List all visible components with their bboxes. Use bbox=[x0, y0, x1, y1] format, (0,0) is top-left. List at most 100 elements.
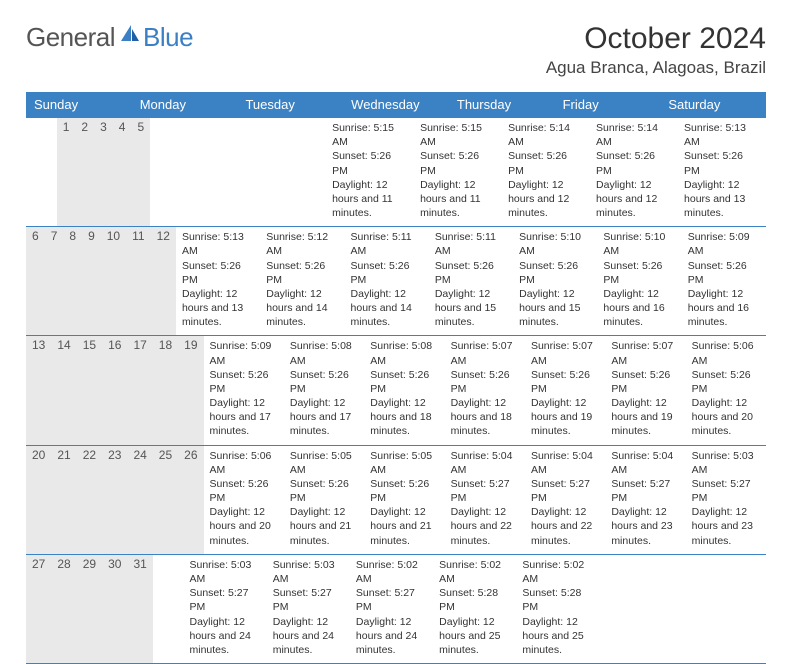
day-number: 7 bbox=[45, 227, 64, 335]
day-details: Sunrise: 5:02 AMSunset: 5:28 PMDaylight:… bbox=[433, 555, 516, 663]
day-details: Sunrise: 5:09 AMSunset: 5:26 PMDaylight:… bbox=[204, 336, 284, 444]
day-details: Sunrise: 5:07 AMSunset: 5:26 PMDaylight:… bbox=[525, 336, 605, 444]
month-title: October 2024 bbox=[546, 22, 766, 56]
calendar-week: 20212223242526Sunrise: 5:06 AMSunset: 5:… bbox=[26, 446, 766, 555]
calendar-cell: Sunrise: 5:13 AMSunset: 5:26 PMDaylight:… bbox=[678, 118, 766, 226]
day-of-week-header: Wednesday bbox=[343, 92, 449, 117]
day-number: 23 bbox=[102, 446, 127, 554]
calendar-cell bbox=[600, 555, 683, 663]
calendar-cell: Sunrise: 5:04 AMSunset: 5:27 PMDaylight:… bbox=[445, 446, 525, 554]
logo: General Blue bbox=[26, 22, 193, 53]
day-number: 4 bbox=[113, 118, 132, 226]
day-number: 30 bbox=[102, 555, 127, 663]
calendar-cell bbox=[150, 118, 238, 226]
calendar-cell: Sunrise: 5:13 AMSunset: 5:26 PMDaylight:… bbox=[176, 227, 260, 335]
day-details: Sunrise: 5:03 AMSunset: 5:27 PMDaylight:… bbox=[267, 555, 350, 663]
calendar-week: 6789101112Sunrise: 5:13 AMSunset: 5:26 P… bbox=[26, 227, 766, 336]
day-number: 22 bbox=[77, 446, 102, 554]
day-details: Sunrise: 5:05 AMSunset: 5:26 PMDaylight:… bbox=[364, 446, 444, 554]
calendar-cell: Sunrise: 5:15 AMSunset: 5:26 PMDaylight:… bbox=[414, 118, 502, 226]
calendar-cell: Sunrise: 5:04 AMSunset: 5:27 PMDaylight:… bbox=[525, 446, 605, 554]
day-number: 3 bbox=[94, 118, 113, 226]
day-number: 28 bbox=[51, 555, 76, 663]
calendar-cell: Sunrise: 5:14 AMSunset: 5:26 PMDaylight:… bbox=[502, 118, 590, 226]
calendar-cell: Sunrise: 5:06 AMSunset: 5:26 PMDaylight:… bbox=[686, 336, 766, 444]
day-details: Sunrise: 5:06 AMSunset: 5:26 PMDaylight:… bbox=[204, 446, 284, 554]
day-of-week-header: Sunday bbox=[26, 92, 132, 117]
day-details: Sunrise: 5:05 AMSunset: 5:26 PMDaylight:… bbox=[284, 446, 364, 554]
day-details: Sunrise: 5:04 AMSunset: 5:27 PMDaylight:… bbox=[525, 446, 605, 554]
calendar-cell: Sunrise: 5:02 AMSunset: 5:27 PMDaylight:… bbox=[350, 555, 433, 663]
day-number: 11 bbox=[126, 227, 150, 335]
calendar-cell: Sunrise: 5:05 AMSunset: 5:26 PMDaylight:… bbox=[284, 446, 364, 554]
calendar-week: 2728293031 Sunrise: 5:03 AMSunset: 5:27 … bbox=[26, 555, 766, 664]
day-details: Sunrise: 5:14 AMSunset: 5:26 PMDaylight:… bbox=[590, 118, 678, 226]
calendar-week: 12345Sunrise: 5:15 AMSunset: 5:26 PMDayl… bbox=[26, 117, 766, 227]
day-number: 16 bbox=[102, 336, 127, 444]
calendar-cell: Sunrise: 5:06 AMSunset: 5:26 PMDaylight:… bbox=[204, 446, 284, 554]
day-details: Sunrise: 5:07 AMSunset: 5:26 PMDaylight:… bbox=[605, 336, 685, 444]
calendar-cell: Sunrise: 5:04 AMSunset: 5:27 PMDaylight:… bbox=[605, 446, 685, 554]
day-of-week-header: Saturday bbox=[660, 92, 766, 117]
day-details: Sunrise: 5:04 AMSunset: 5:27 PMDaylight:… bbox=[445, 446, 525, 554]
day-details: Sunrise: 5:03 AMSunset: 5:27 PMDaylight:… bbox=[183, 555, 266, 663]
day-of-week-row: SundayMondayTuesdayWednesdayThursdayFrid… bbox=[26, 92, 766, 117]
calendar-cell bbox=[238, 118, 326, 226]
calendar-week: 13141516171819Sunrise: 5:09 AMSunset: 5:… bbox=[26, 336, 766, 445]
calendar-cell: Sunrise: 5:11 AMSunset: 5:26 PMDaylight:… bbox=[345, 227, 429, 335]
day-number: 21 bbox=[51, 446, 76, 554]
day-details: Sunrise: 5:08 AMSunset: 5:26 PMDaylight:… bbox=[284, 336, 364, 444]
day-number: 31 bbox=[127, 555, 152, 663]
day-number: 10 bbox=[101, 227, 126, 335]
sail-icon bbox=[119, 23, 141, 48]
day-details: Sunrise: 5:11 AMSunset: 5:26 PMDaylight:… bbox=[429, 227, 513, 335]
day-number: 18 bbox=[153, 336, 178, 444]
calendar-cell: Sunrise: 5:03 AMSunset: 5:27 PMDaylight:… bbox=[183, 555, 266, 663]
calendar-cell: Sunrise: 5:15 AMSunset: 5:26 PMDaylight:… bbox=[326, 118, 414, 226]
calendar: SundayMondayTuesdayWednesdayThursdayFrid… bbox=[26, 92, 766, 664]
day-details: Sunrise: 5:10 AMSunset: 5:26 PMDaylight:… bbox=[513, 227, 597, 335]
day-of-week-header: Thursday bbox=[449, 92, 555, 117]
day-of-week-header: Friday bbox=[555, 92, 661, 117]
calendar-cell: Sunrise: 5:09 AMSunset: 5:26 PMDaylight:… bbox=[204, 336, 284, 444]
day-details: Sunrise: 5:15 AMSunset: 5:26 PMDaylight:… bbox=[414, 118, 502, 226]
day-number-empty bbox=[41, 118, 56, 226]
day-details: Sunrise: 5:08 AMSunset: 5:26 PMDaylight:… bbox=[364, 336, 444, 444]
day-details: Sunrise: 5:13 AMSunset: 5:26 PMDaylight:… bbox=[678, 118, 766, 226]
day-number: 19 bbox=[178, 336, 203, 444]
calendar-cell: Sunrise: 5:11 AMSunset: 5:26 PMDaylight:… bbox=[429, 227, 513, 335]
day-details: Sunrise: 5:10 AMSunset: 5:26 PMDaylight:… bbox=[597, 227, 681, 335]
day-number: 20 bbox=[26, 446, 51, 554]
logo-text-general: General bbox=[26, 22, 115, 53]
day-details: Sunrise: 5:14 AMSunset: 5:26 PMDaylight:… bbox=[502, 118, 590, 226]
title-block: October 2024 Agua Branca, Alagoas, Brazi… bbox=[546, 22, 766, 78]
calendar-cell: Sunrise: 5:10 AMSunset: 5:26 PMDaylight:… bbox=[513, 227, 597, 335]
calendar-cell: Sunrise: 5:07 AMSunset: 5:26 PMDaylight:… bbox=[445, 336, 525, 444]
day-number: 12 bbox=[151, 227, 176, 335]
day-details: Sunrise: 5:12 AMSunset: 5:26 PMDaylight:… bbox=[260, 227, 344, 335]
day-number: 24 bbox=[127, 446, 152, 554]
day-number: 14 bbox=[51, 336, 76, 444]
calendar-cell: Sunrise: 5:02 AMSunset: 5:28 PMDaylight:… bbox=[433, 555, 516, 663]
calendar-cell: Sunrise: 5:03 AMSunset: 5:27 PMDaylight:… bbox=[267, 555, 350, 663]
day-details: Sunrise: 5:11 AMSunset: 5:26 PMDaylight:… bbox=[345, 227, 429, 335]
day-number: 1 bbox=[57, 118, 76, 226]
day-number-empty bbox=[168, 555, 183, 663]
day-number: 9 bbox=[82, 227, 101, 335]
day-number: 5 bbox=[131, 118, 150, 226]
day-number: 27 bbox=[26, 555, 51, 663]
calendar-cell: Sunrise: 5:10 AMSunset: 5:26 PMDaylight:… bbox=[597, 227, 681, 335]
calendar-cell: Sunrise: 5:07 AMSunset: 5:26 PMDaylight:… bbox=[525, 336, 605, 444]
day-number: 15 bbox=[77, 336, 102, 444]
day-details: Sunrise: 5:04 AMSunset: 5:27 PMDaylight:… bbox=[605, 446, 685, 554]
logo-text-blue: Blue bbox=[143, 22, 193, 53]
calendar-cell: Sunrise: 5:03 AMSunset: 5:27 PMDaylight:… bbox=[686, 446, 766, 554]
calendar-cell: Sunrise: 5:12 AMSunset: 5:26 PMDaylight:… bbox=[260, 227, 344, 335]
calendar-cell bbox=[683, 555, 766, 663]
calendar-cell: Sunrise: 5:08 AMSunset: 5:26 PMDaylight:… bbox=[284, 336, 364, 444]
calendar-cell: Sunrise: 5:09 AMSunset: 5:26 PMDaylight:… bbox=[682, 227, 766, 335]
day-number: 6 bbox=[26, 227, 45, 335]
calendar-cell: Sunrise: 5:14 AMSunset: 5:26 PMDaylight:… bbox=[590, 118, 678, 226]
day-number: 25 bbox=[153, 446, 178, 554]
day-number: 29 bbox=[77, 555, 102, 663]
